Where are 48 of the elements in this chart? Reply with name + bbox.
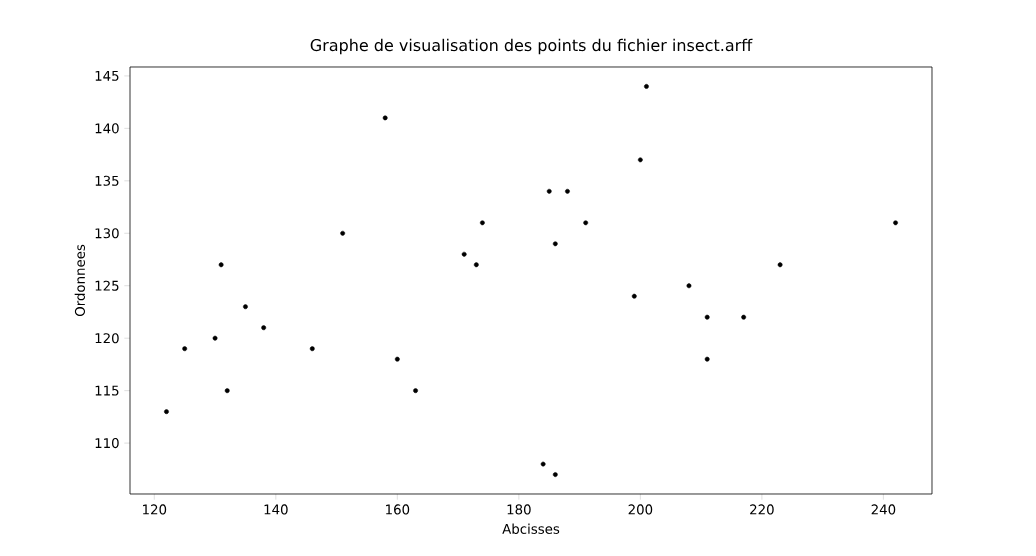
- point: [644, 84, 649, 89]
- point: [546, 188, 552, 194]
- point: [224, 388, 230, 394]
- x-tick-label: 220: [750, 504, 774, 515]
- y-tick-label: 135: [95, 175, 119, 186]
- point: [164, 409, 169, 415]
- point: [479, 220, 485, 226]
- point: [631, 293, 637, 299]
- point: [212, 335, 218, 341]
- point: [704, 314, 710, 320]
- point: [704, 356, 710, 362]
- y-tick-label: 110: [95, 438, 119, 449]
- x-tick-label: 160: [386, 504, 410, 515]
- point: [741, 314, 747, 320]
- y-tick-label: 120: [95, 333, 119, 344]
- point: [382, 115, 388, 121]
- point: [540, 461, 546, 467]
- point: [182, 346, 188, 352]
- x-tick-label: 140: [264, 504, 288, 515]
- point: [243, 304, 248, 310]
- point: [340, 230, 346, 236]
- point: [461, 251, 467, 257]
- y-tick-label: 115: [95, 385, 119, 396]
- y-tick-label: 125: [95, 280, 119, 291]
- point: [218, 262, 224, 268]
- point: [583, 220, 589, 226]
- x-tick-label: 240: [871, 504, 896, 515]
- point: [686, 283, 692, 289]
- chart-title: Graphe de visualisation des points du fichier insect.arff: [310, 38, 753, 55]
- point: [777, 262, 783, 268]
- y-axis-title: Ordonnees: [74, 244, 85, 317]
- x-tick-label: 200: [628, 504, 653, 515]
- point: [552, 472, 558, 477]
- point: [261, 325, 267, 331]
- x-tick-label: 120: [143, 504, 167, 515]
- y-tick-label: 145: [95, 70, 119, 81]
- point: [552, 241, 558, 247]
- y-tick-label: 140: [95, 123, 119, 134]
- x-tick-label: 180: [507, 504, 531, 515]
- point: [473, 262, 479, 268]
- point: [565, 188, 570, 194]
- point: [413, 388, 418, 394]
- point: [637, 157, 643, 163]
- x-axis-title: Abcisses: [502, 523, 560, 534]
- point: [394, 356, 400, 362]
- y-tick-label: 130: [95, 228, 119, 239]
- point: [893, 220, 898, 226]
- point: [309, 346, 315, 352]
